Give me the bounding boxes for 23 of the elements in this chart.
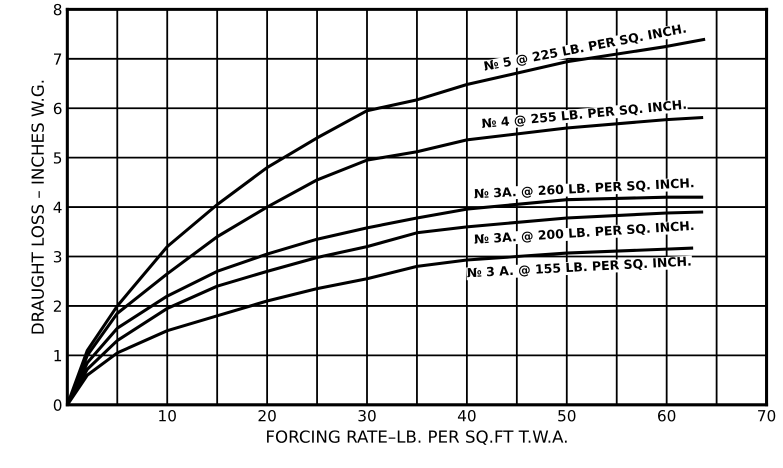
y-tick-label: 6 [54,102,62,114]
x-tick-label: 20 [258,410,276,422]
y-tick-label: 4 [54,202,62,213]
y-tick-label: 3 [54,250,62,263]
x-tick-label: 60 [658,410,676,422]
y-tick-label: 7 [54,53,62,65]
y-axis-title: DRAUGHT LOSS – INCHES W.G. [31,80,44,334]
text: № 4 @ 255 LB. PER SQ. INCH. [481,99,686,130]
y-tick-label: 0 [54,399,62,411]
series-label: № 3 A. @ 155 LB. PER SQ. INCH. [466,256,691,280]
x-tick-label: 40 [458,410,476,422]
y-tick-label: 1 [54,350,62,362]
series-label: № 3A. @ 260 LB. PER SQ. INCH. [474,178,694,200]
x-tick-label: 50 [558,410,576,422]
y-tick-label: 5 [54,152,62,164]
x-tick-label: 10 [159,410,176,422]
y-tick-label: 8 [54,4,62,16]
y-tick-label: 2 [54,300,61,312]
x-axis-title: FORCING RATE–LB. PER SQ.FT T.W.A. [267,430,567,445]
x-tick-label: 30 [358,410,376,422]
x-tick-label: 70 [758,410,776,422]
text: № 5 @ 225 LB. PER SQ. INCH. [483,23,686,73]
series-label: № 3A. @ 200 LB. PER SQ. INCH. [474,220,694,246]
